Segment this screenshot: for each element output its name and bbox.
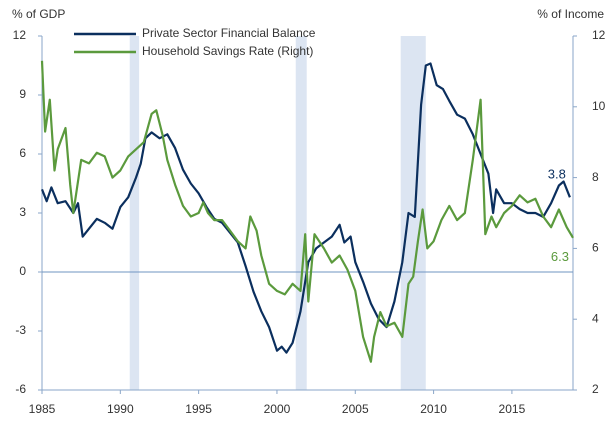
- y-tick-label: -3: [15, 323, 26, 337]
- y-axis-label: % of GDP: [12, 7, 65, 21]
- y-tick-label: 9: [19, 87, 26, 101]
- end-label: 6.3: [551, 249, 569, 264]
- x-tick-label: 1990: [107, 402, 134, 416]
- y-tick-label: 12: [13, 28, 27, 42]
- end-label: 3.8: [548, 167, 566, 182]
- x-tick-label: 2000: [264, 402, 291, 416]
- y2-tick-label: 2: [592, 382, 599, 396]
- y2-tick-label: 8: [592, 170, 599, 184]
- x-tick-label: 1985: [29, 402, 56, 416]
- y2-tick-label: 4: [592, 311, 599, 325]
- recession-band: [129, 36, 140, 390]
- y2-tick-label: 12: [592, 28, 606, 42]
- y2-axis-label: % of Income: [537, 7, 604, 21]
- y2-tick-label: 6: [592, 241, 599, 255]
- y-tick-label: 3: [19, 205, 26, 219]
- y2-tick-label: 10: [592, 99, 606, 113]
- x-tick-label: 2015: [499, 402, 526, 416]
- y-tick-label: 0: [19, 264, 26, 278]
- legend-label: Private Sector Financial Balance: [142, 26, 316, 40]
- x-tick-label: 2005: [342, 402, 369, 416]
- legend-label: Household Savings Rate (Right): [142, 44, 313, 58]
- x-tick-label: 1995: [185, 402, 212, 416]
- x-tick-label: 2010: [420, 402, 447, 416]
- series-line: [40, 60, 574, 363]
- y-tick-label: 6: [19, 146, 26, 160]
- y-tick-label: -6: [15, 382, 26, 396]
- recession-band: [295, 36, 307, 390]
